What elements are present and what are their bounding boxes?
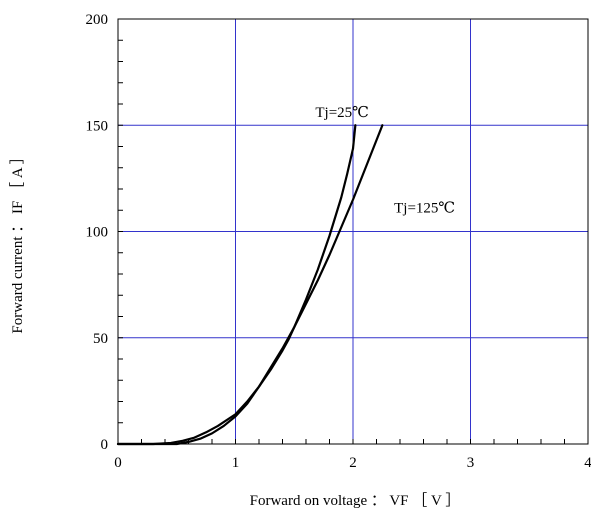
- x-tick-label-3: 3: [467, 455, 475, 471]
- x-tick-label-0: 0: [114, 455, 122, 471]
- series-line-2: [116, 124, 384, 446]
- y-tick-label-0: 0: [101, 437, 109, 453]
- x-axis-title: Forward on voltage ： VF ［ V ］: [250, 492, 461, 509]
- y-tick-label-150: 150: [86, 118, 109, 134]
- y-tick-label-50: 50: [93, 331, 108, 347]
- series-annotation-1: Tj=25℃: [315, 105, 369, 121]
- x-tick-label-4: 4: [584, 455, 591, 471]
- series-lines: [116, 124, 384, 446]
- y-tick-label-100: 100: [86, 225, 109, 241]
- series-annotation-2: Tj=125℃: [394, 200, 455, 216]
- x-tick-label-1: 1: [232, 455, 240, 471]
- x-tick-label-2: 2: [349, 455, 357, 471]
- tick-marks: [117, 18, 589, 445]
- series-annotations: Tj=25℃ Tj=125℃: [315, 105, 455, 217]
- grid-lines: [118, 19, 588, 444]
- y-axis-title: Forward current ： IF ［ A ］: [9, 149, 26, 333]
- y-tick-labels: 0 50 100 150 200: [86, 12, 109, 453]
- series-line-1: [116, 124, 357, 446]
- y-tick-label-200: 200: [86, 12, 109, 28]
- x-tick-labels: 0 1 2 3 4: [114, 455, 591, 471]
